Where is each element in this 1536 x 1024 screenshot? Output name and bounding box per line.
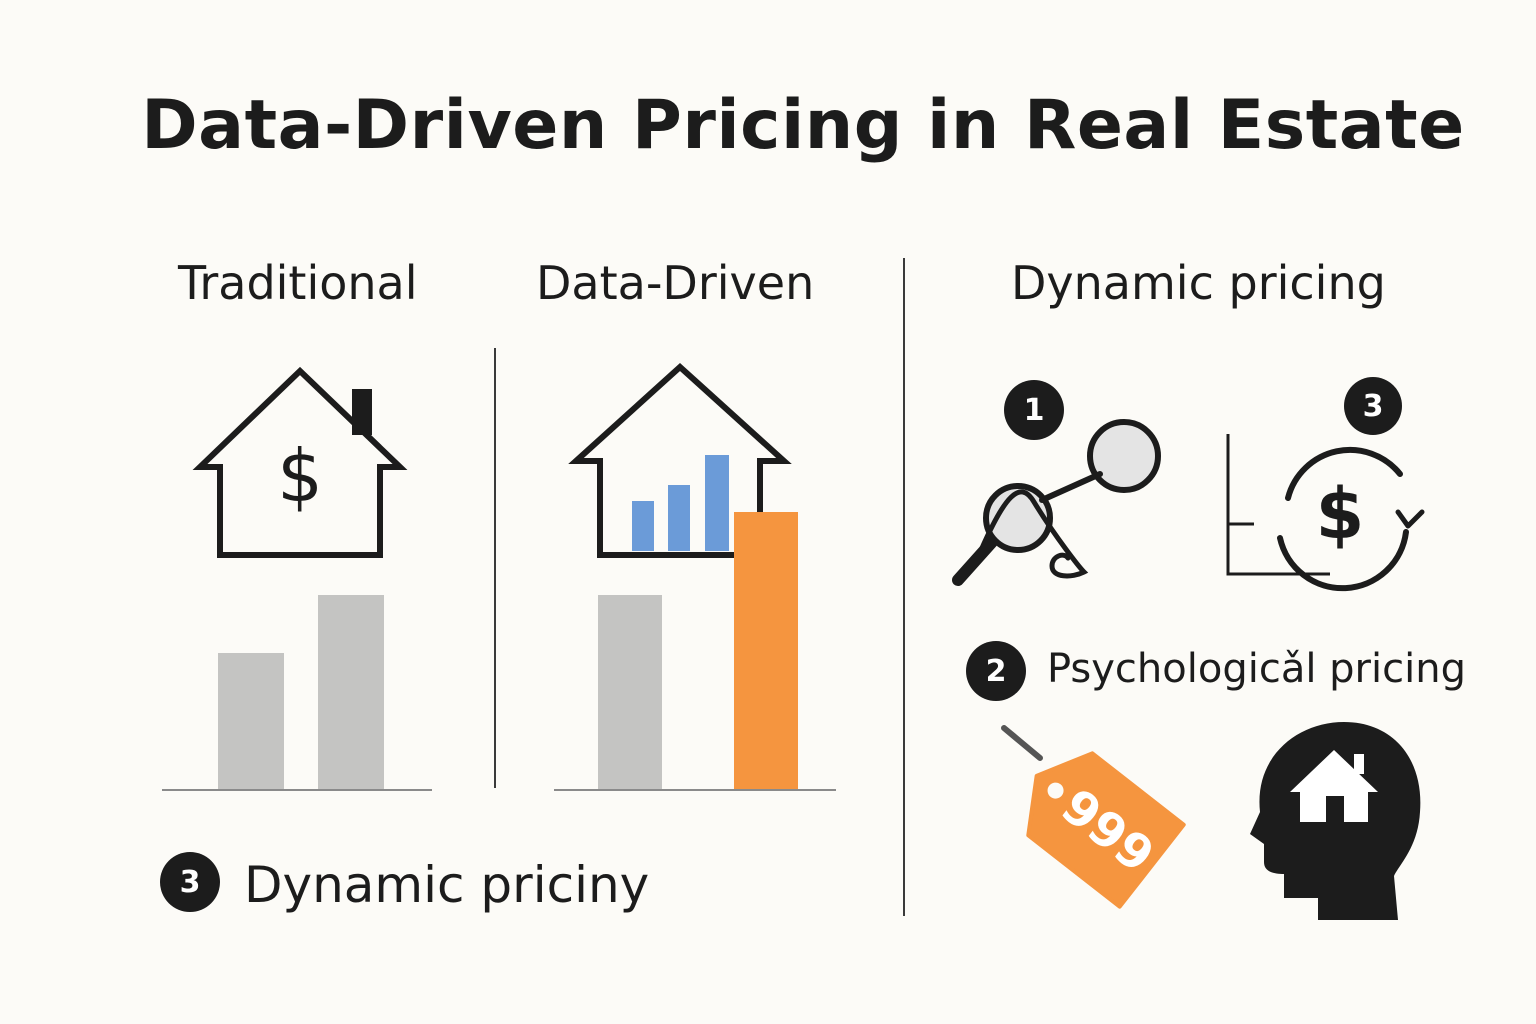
house-dollar-icon: $ bbox=[192, 366, 408, 558]
divider-left bbox=[494, 348, 496, 788]
chart-bar-1 bbox=[632, 501, 654, 551]
data-driven-gray-bar bbox=[598, 595, 662, 789]
data-driven-orange-bar bbox=[734, 512, 798, 789]
divider-right bbox=[903, 258, 905, 916]
chart-bar-2 bbox=[668, 485, 690, 551]
heading-data-driven: Data-Driven bbox=[536, 256, 815, 310]
footer-badge-3: 3 bbox=[160, 852, 220, 912]
magnifier-trend-icon bbox=[952, 419, 1161, 586]
heading-traditional: Traditional bbox=[178, 256, 418, 310]
head-house-icon bbox=[1250, 722, 1421, 920]
page-title: Data-Driven Pricing in Real Estate bbox=[141, 86, 1465, 165]
svg-text:$: $ bbox=[277, 434, 323, 518]
price-tag-icon: 999 bbox=[1001, 725, 1186, 909]
badge-1: 1 bbox=[1004, 380, 1064, 440]
chart-bar-3 bbox=[705, 455, 729, 551]
traditional-bar-chart bbox=[162, 595, 432, 791]
footer-dynamic-pricing-label: Dynamic priciny bbox=[244, 856, 650, 914]
house-chart-icon bbox=[568, 362, 792, 558]
data-driven-bar-chart bbox=[554, 512, 836, 791]
svg-text:$: $ bbox=[1316, 473, 1365, 555]
heading-dynamic-pricing: Dynamic pricing bbox=[1011, 256, 1386, 310]
badge-2: 2 bbox=[966, 641, 1026, 701]
psychological-pricing-label: Psychologicǎl pricing bbox=[1047, 646, 1466, 692]
traditional-bar-2 bbox=[318, 595, 384, 789]
badge-3: 3 bbox=[1344, 377, 1402, 435]
dollar-cycle-icon: $ bbox=[1226, 434, 1425, 592]
traditional-bar-1 bbox=[218, 653, 284, 789]
